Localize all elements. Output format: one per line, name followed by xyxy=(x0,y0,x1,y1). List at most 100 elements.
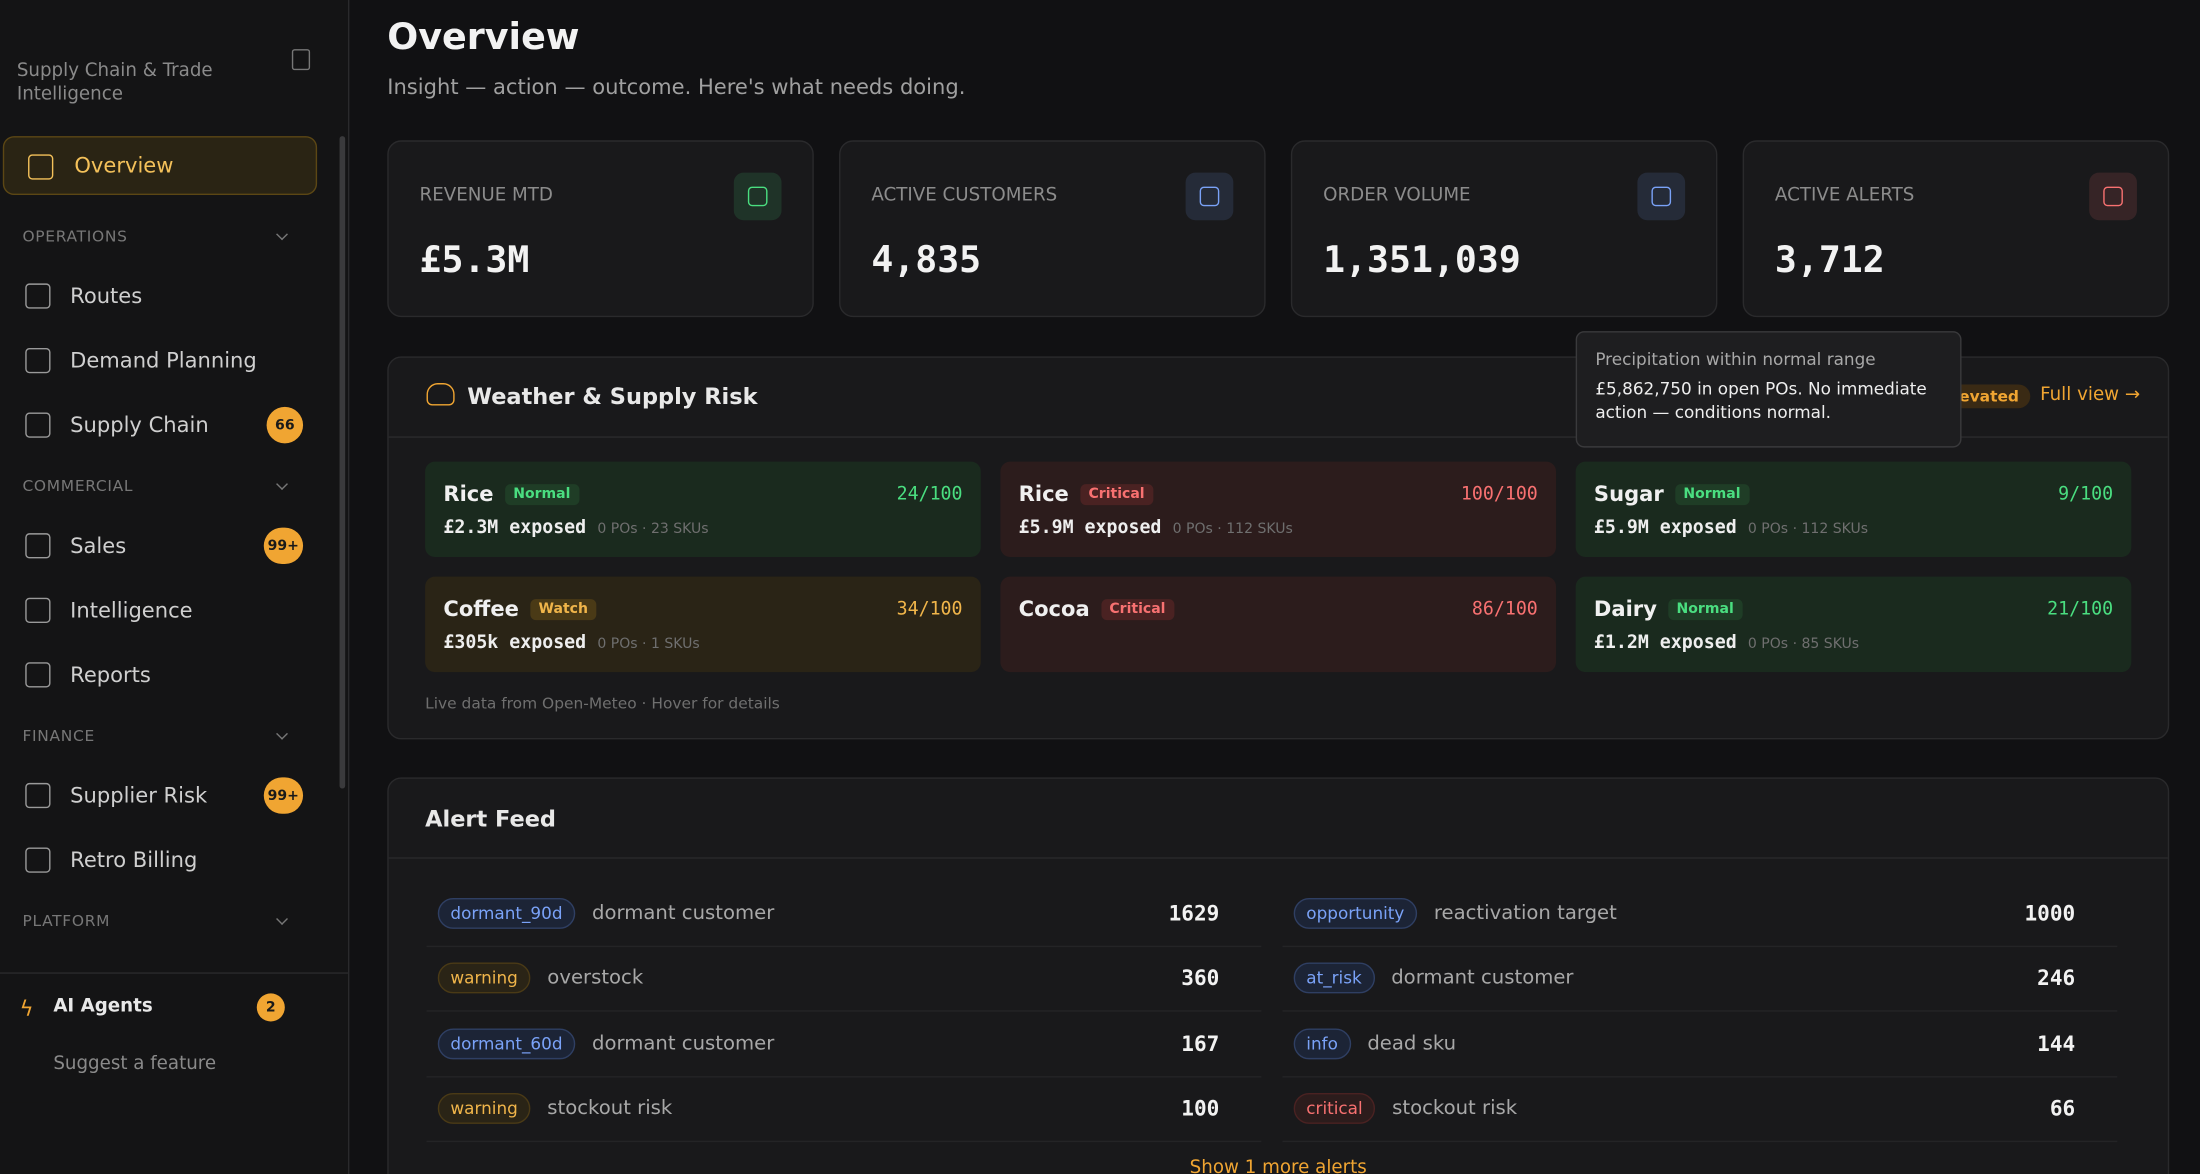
nav-badge: 99+ xyxy=(263,777,304,814)
risk-score: 24/100 xyxy=(896,484,963,506)
alert-row[interactable]: opportunity reactivation target 1000 xyxy=(1282,881,2118,948)
kpi-label: REVENUE MTD xyxy=(419,185,553,207)
divider xyxy=(388,436,2168,438)
nav-item[interactable]: Intelligence xyxy=(0,578,337,643)
nav-overview[interactable]: Overview xyxy=(2,136,318,196)
alert-row[interactable]: dormant_90d dormant customer 1629 xyxy=(426,881,1262,948)
tile-name: Dairy Normal xyxy=(1593,596,1743,622)
tile-name: Coffee Watch xyxy=(443,596,597,622)
app-subtitle: Supply Chain & Trade Intelligence xyxy=(16,60,213,106)
status-pill: Critical xyxy=(1080,484,1154,506)
nav-badge: 99+ xyxy=(263,527,304,565)
exposure: £305k exposed 0 POs · 1 SKUs xyxy=(443,633,699,654)
nav-icon xyxy=(25,347,51,374)
risk-tile[interactable]: Rice Critical 100/100 £5.9M exposed 0 POs · … xyxy=(1000,461,1557,558)
kpi-icon xyxy=(1185,172,1234,221)
kpi-card: ORDER VOLUME 1,351,039 xyxy=(1290,140,1718,318)
overview-icon xyxy=(28,154,54,180)
nav-item[interactable]: Retro Billing xyxy=(0,828,337,893)
tooltip-title: Precipitation within normal range xyxy=(1595,349,1876,370)
nav-label: Intelligence xyxy=(70,597,193,623)
nav: OPERATIONS Routes Demand Planning Supply Ch… xyxy=(0,208,337,949)
kpi-label: ACTIVE CUSTOMERS xyxy=(871,185,1058,207)
risk-score: 100/100 xyxy=(1460,484,1538,506)
page-subtitle: Insight — action — outcome. Here's what … xyxy=(387,74,966,100)
nav-item[interactable]: Sales 99+ xyxy=(0,514,337,579)
alert-row[interactable]: at_risk dormant customer 246 xyxy=(1282,946,2118,1013)
suggest-feature[interactable]: Suggest a feature xyxy=(53,1053,217,1075)
bolt-icon: ϟ xyxy=(19,996,34,1022)
alert-tag: warning xyxy=(437,1093,531,1125)
kpi-value: 4,835 xyxy=(871,239,982,283)
risk-tile[interactable]: Coffee Watch 34/100 £305k exposed 0 POs · 1 … xyxy=(425,576,981,673)
nav-item[interactable]: Routes xyxy=(0,264,337,329)
nav-item[interactable]: Supply Chain 66 xyxy=(0,393,337,458)
nav-icon xyxy=(25,782,51,809)
alert-row[interactable]: dormant_60d dormant customer 167 xyxy=(426,1011,1262,1078)
alert-count: 246 xyxy=(2037,965,2076,992)
sidebar: Supply Chain & Trade Intelligence Overvi… xyxy=(0,0,350,1174)
risk-tile[interactable]: Cocoa Critical 86/100 xyxy=(1000,576,1557,673)
nav-icon xyxy=(25,283,51,309)
nav-icon xyxy=(25,662,51,688)
risk-score: 34/100 xyxy=(896,599,963,621)
tile-name: Sugar Normal xyxy=(1594,481,1750,507)
exposure-meta: 0 POs · 23 SKUs xyxy=(597,521,709,538)
exposure: £1.2M exposed 0 POs · 85 SKUs xyxy=(1594,633,1859,654)
weather-panel: Weather & Supply Risk Elevated Full view… xyxy=(387,356,2170,740)
kpi-card: ACTIVE ALERTS 3,712 xyxy=(1742,140,2170,318)
section-header[interactable]: OPERATIONS xyxy=(0,208,337,264)
alert-row[interactable]: warning overstock 360 xyxy=(426,946,1262,1013)
kpi-value: 1,351,039 xyxy=(1323,239,1521,283)
nav-icon xyxy=(25,412,51,438)
risk-tile[interactable]: Rice Normal 24/100 £2.3M exposed 0 POs · 23 … xyxy=(425,461,981,558)
alert-text: dormant customer xyxy=(591,902,775,925)
alert-tag: at_risk xyxy=(1293,963,1375,994)
alert-count: 1000 xyxy=(2024,900,2076,927)
kpi-icon xyxy=(1637,172,1686,221)
alert-count: 1629 xyxy=(1168,900,1220,927)
exposure: £2.3M exposed 0 POs · 23 SKUs xyxy=(443,518,708,539)
alert-text: stockout risk xyxy=(1392,1097,1518,1120)
ai-agents[interactable]: AI Agents xyxy=(53,996,153,1018)
icon-glyph xyxy=(1199,186,1220,207)
section-header[interactable]: PLATFORM xyxy=(0,892,337,948)
page-title: Overview xyxy=(387,16,580,59)
alert-tag: dormant_90d xyxy=(437,897,576,929)
nav-badge: 66 xyxy=(266,406,304,444)
risk-tile[interactable]: Sugar Normal 9/100 £5.9M exposed 0 POs · 112… xyxy=(1575,461,2132,558)
full-view-link[interactable]: Full view → xyxy=(2040,384,2141,406)
nav-item[interactable]: Demand Planning xyxy=(0,328,337,393)
nav-item[interactable]: Supplier Risk 99+ xyxy=(0,763,337,828)
risk-tile[interactable]: Dairy Normal 21/100 £1.2M exposed 0 POs · 85… xyxy=(1575,576,2132,673)
section-header[interactable]: COMMERCIAL xyxy=(0,457,337,513)
nav-item[interactable]: Reports xyxy=(0,643,337,708)
alert-row[interactable]: warning stockout risk 100 xyxy=(426,1076,1262,1143)
kpi-icon xyxy=(733,172,782,221)
agents-badge: 2 xyxy=(256,993,285,1022)
exposure: £5.9M exposed 0 POs · 112 SKUs xyxy=(1594,518,1868,539)
risk-score: 9/100 xyxy=(2058,484,2114,506)
exposure-meta: 0 POs · 85 SKUs xyxy=(1747,637,1860,653)
alert-panel: Alert Feed dormant_90d dormant customer 16… xyxy=(387,777,2170,1174)
collapse-button[interactable] xyxy=(291,49,311,71)
status-pill: Normal xyxy=(1668,599,1743,621)
exposure-value: £2.3M exposed xyxy=(443,517,587,539)
icon-glyph xyxy=(747,186,768,207)
alert-row[interactable]: critical stockout risk 66 xyxy=(1282,1076,2118,1143)
exposure: £5.9M exposed 0 POs · 112 SKUs xyxy=(1019,518,1293,539)
alert-text: dead sku xyxy=(1367,1032,1457,1055)
nav-icon xyxy=(25,847,51,873)
alert-count: 66 xyxy=(2049,1096,2076,1122)
commodity: Dairy xyxy=(1593,596,1657,622)
nav-label: Retro Billing xyxy=(70,847,198,873)
tooltip: Precipitation within normal range £5,862… xyxy=(1575,331,1962,448)
commodity: Rice xyxy=(443,481,494,507)
section-header[interactable]: FINANCE xyxy=(0,707,337,763)
weather-footer: Live data from Open-Meteo · Hover for de… xyxy=(425,694,780,713)
alert-row[interactable]: info dead sku 144 xyxy=(1282,1011,2118,1078)
nav-label: Supply Chain xyxy=(70,412,209,438)
show-more[interactable]: Show 1 more alerts xyxy=(1189,1157,1367,1174)
alert-tag: critical xyxy=(1293,1093,1376,1125)
